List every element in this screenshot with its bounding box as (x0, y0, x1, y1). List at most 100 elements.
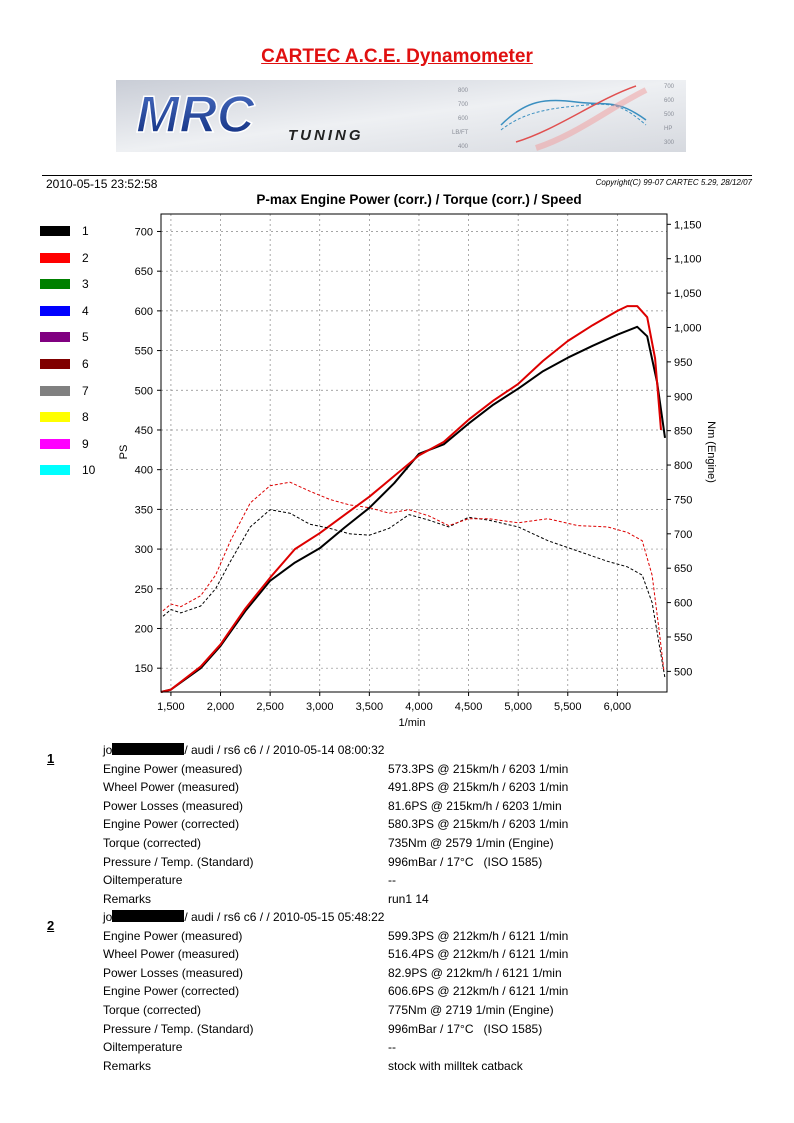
legend-swatch-5 (40, 332, 70, 343)
x-tick-label: 6,000 (604, 701, 632, 713)
y2-tick-label: 650 (674, 563, 692, 575)
page-title: CARTEC A.C.E. Dynamometer (261, 46, 533, 67)
x-axis-label: 1/min (399, 717, 426, 729)
legend-swatch-6 (40, 359, 70, 369)
chart-grid (161, 214, 667, 692)
run-row-label: Pressure / Temp. (Standard) (103, 1021, 254, 1036)
series-torque-run-1 (162, 509, 666, 679)
run-number: 1 (47, 751, 55, 766)
svg-text:500: 500 (664, 112, 675, 118)
run-row-value: -- (388, 1040, 396, 1055)
run-row-value: 606.6PS @ 212km/h / 6121 1/min (388, 984, 569, 999)
run-header-prefix: jo (103, 910, 113, 924)
run-row-value: -- (388, 873, 396, 888)
y-axis-ticks: 150 200 250 300 350 400 450 500 550 600 650 700 (135, 226, 161, 675)
legend-swatch-8 (40, 412, 70, 423)
run-row-value: 82.9PS @ 212km/h / 6121 1/min (388, 965, 562, 980)
report-datetime: 2010-05-15 23:52:58 (46, 177, 158, 191)
y2-tick-label: 550 (674, 632, 692, 644)
y-tick-label: 300 (135, 544, 153, 556)
legend-label-7: 7 (82, 383, 89, 398)
run-row-label: Engine Power (measured) (103, 928, 243, 943)
run-row-label: Torque (corrected) (103, 836, 202, 850)
run-row-value: 599.3PS @ 212km/h / 6121 1/min (388, 928, 569, 943)
y-tick-label: 650 (135, 266, 153, 278)
y-tick-label: 400 (135, 465, 153, 477)
y2-tick-label: 1,100 (674, 254, 702, 266)
legend-label-9: 9 (82, 436, 89, 451)
header-rule (42, 175, 752, 176)
y2-tick-label: 700 (674, 529, 692, 541)
run-row-label: Power Losses (measured) (103, 965, 244, 980)
y-tick-label: 600 (135, 306, 153, 318)
redaction-box (112, 910, 185, 922)
y-tick-label: 550 (135, 346, 153, 358)
x-axis-ticks: 1,500 2,000 2,500 3,000 3,500 4,000 4,500 5,000… (157, 692, 631, 713)
run-row-value: stock with milltek catback (388, 1058, 523, 1073)
legend-label-1: 1 (82, 224, 89, 238)
legend-swatch-2 (40, 252, 70, 263)
plot-frame (160, 213, 668, 693)
series-torque-run-2 (162, 481, 665, 672)
run-row-value: 996mBar / 17°C (ISO 1585) (388, 854, 543, 869)
run-row-label: Oiltemperature (103, 1040, 183, 1055)
legend-swatch-9 (40, 438, 70, 449)
run-row-value: 81.6PS @ 215km/h / 6203 1/min (388, 798, 562, 813)
svg-text:LB/FT: LB/FT (452, 130, 469, 136)
legend-label-8: 8 (82, 410, 89, 425)
run-row-label: Remarks (103, 1058, 152, 1073)
run-row-label: Power Losses (measured) (103, 798, 244, 813)
run-row-value: 573.3PS @ 215km/h / 6203 1/min (388, 761, 569, 776)
series-power-run-2 (160, 305, 662, 693)
y-tick-label: 150 (135, 663, 153, 675)
run-row-label: Engine Power (corrected) (103, 984, 240, 999)
run-row-value: 516.4PS @ 212km/h / 6121 1/min (388, 947, 569, 962)
svg-text:600: 600 (664, 98, 675, 104)
y2-tick-label: 800 (674, 460, 692, 472)
x-tick-label: 2,500 (256, 701, 284, 713)
run-row-label: Torque (corrected) (103, 1003, 202, 1017)
svg-text:800: 800 (458, 88, 469, 94)
y2-tick-label: 900 (674, 391, 692, 403)
legend-swatch-4 (40, 305, 70, 316)
legend-swatch-3 (40, 279, 70, 290)
banner-logo: MRC (136, 86, 256, 144)
y2-tick-label: 1,150 (674, 219, 702, 231)
run-row-label: Wheel Power (measured) (103, 780, 240, 795)
chart-title: P-max Engine Power (corr.) / Torque (cor… (256, 192, 582, 207)
legend-swatch-7 (40, 385, 70, 396)
mrc-tuning-banner: MRC TUNING 800 700 600 LB/FT 400 700 600… (116, 80, 686, 152)
x-tick-label: 4,000 (405, 701, 433, 713)
legend-label-4: 4 (82, 303, 89, 318)
y2-tick-label: 1,050 (674, 288, 702, 300)
x-tick-label: 3,000 (306, 701, 334, 713)
redaction-box (112, 743, 185, 755)
y-tick-label: 450 (135, 425, 153, 437)
x-tick-label: 3,500 (356, 701, 384, 713)
run-row-label: Pressure / Temp. (Standard) (103, 854, 254, 869)
legend-swatch-10 (40, 465, 70, 476)
run-row-value: 491.8PS @ 215km/h / 6203 1/min (388, 780, 569, 795)
svg-text:300: 300 (664, 140, 675, 146)
y2-tick-label: 950 (674, 357, 692, 369)
banner-decor-curve (515, 85, 637, 143)
x-tick-label: 4,500 (455, 701, 483, 713)
x-tick-label: 5,000 (504, 701, 532, 713)
x-tick-label: 1,500 (157, 701, 185, 713)
run-header-prefix: jo (103, 743, 113, 757)
banner-left-axis: 800 700 600 LB/FT 400 (452, 88, 469, 150)
legend-label-5: 5 (82, 330, 89, 345)
y-tick-label: 200 (135, 623, 153, 635)
svg-text:700: 700 (664, 84, 675, 90)
y-axis-label: PS (118, 445, 130, 460)
banner-logo-subtext: TUNING (288, 127, 364, 144)
x-tick-label: 2,000 (207, 701, 235, 713)
run-number: 2 (47, 918, 55, 933)
banner-right-axis: 700 600 500 HP 300 (664, 84, 675, 146)
y-tick-label: 250 (135, 584, 153, 596)
run-row-value: 775Nm @ 2719 1/min (Engine) (388, 1003, 554, 1017)
y2-axis-label: Nm (Engine) (705, 421, 717, 483)
run-header-suffix: / audi / rs6 c6 / / 2010-05-15 05:48:22 (184, 910, 385, 924)
legend-label-10: 10 (82, 463, 96, 478)
run-header: jo / audi / rs6 c6 / / 2010-05-15 05:48:2… (103, 910, 384, 924)
